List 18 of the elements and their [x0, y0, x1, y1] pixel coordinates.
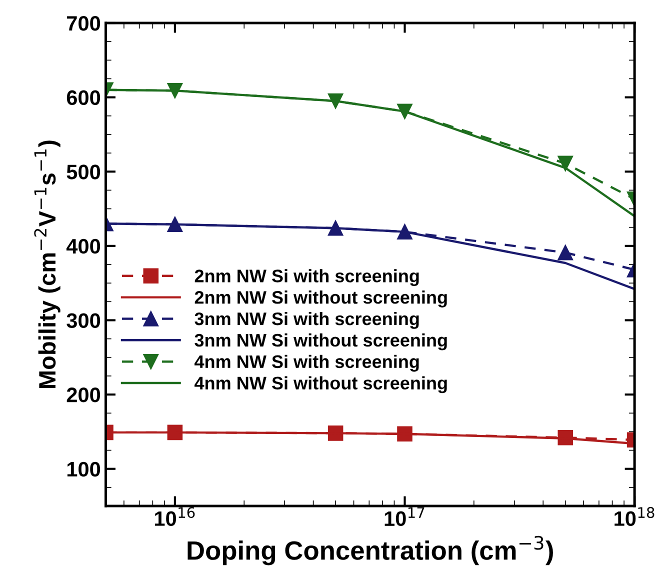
legend-label: 2nm NW Si with screening — [194, 269, 419, 286]
x-tick-label: 10$^{16}$ — [155, 507, 195, 526]
y-tick-label: 100 — [67, 462, 100, 477]
x-axis-title: Doping Concentration (cm$^{−3}$) — [188, 536, 553, 566]
y-tick-label: 500 — [66, 164, 100, 180]
legend-label: 4nm NW Si without screening — [194, 376, 447, 394]
y-axis-title: Mobility (cm$^{−2}$V$^{−1}$s$^{−1}$) — [34, 140, 60, 388]
y-tick-label: 400 — [66, 238, 100, 254]
x-tick-label: 10$^{17}$ — [384, 507, 424, 526]
y-tick-label: 600 — [66, 90, 100, 106]
legend-label: 4nm NW Si with screening — [194, 354, 419, 372]
legend-label: 2nm NW Si without screening — [194, 290, 447, 308]
legend-label: 3nm NW Si with screening — [194, 312, 419, 329]
y-tick-label: 200 — [66, 388, 100, 402]
y-tick-label: 700 — [67, 16, 100, 31]
x-tick-label: 10$^{18}$ — [614, 507, 654, 526]
y-tick-label: 300 — [66, 313, 100, 328]
legend-label: 3nm NW Si without screening — [194, 333, 447, 350]
